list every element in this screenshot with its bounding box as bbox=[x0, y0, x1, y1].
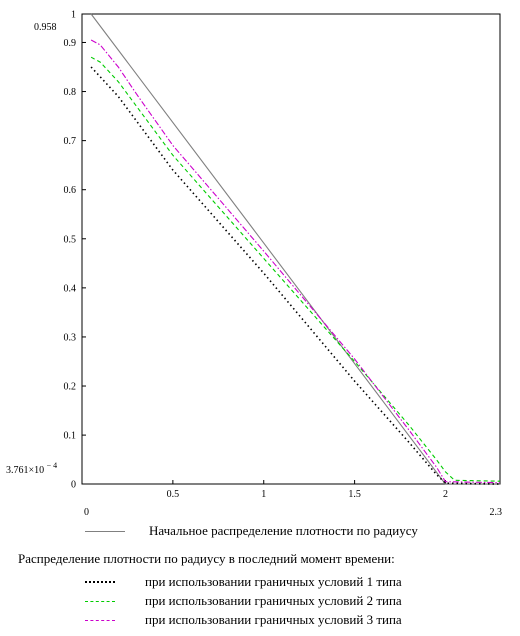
legend-item-initial: Начальное распределение плотности по рад… bbox=[85, 522, 418, 540]
plot-frame bbox=[81, 13, 501, 485]
y-tick-label: 0.5 bbox=[64, 234, 77, 245]
x-tick-label: 1 bbox=[261, 489, 266, 500]
legend-swatch-initial bbox=[85, 530, 125, 532]
legend-final-heading: Распределение плотности по радиусу в пос… bbox=[18, 550, 395, 568]
series-line-3 bbox=[90, 56, 501, 482]
series-line-2 bbox=[90, 66, 501, 485]
legend-item-type2: при использовании граничных условий 2 ти… bbox=[85, 592, 402, 610]
y-min-label: 3.761×10 − 4 bbox=[6, 461, 57, 476]
legend-label-initial: Начальное распределение плотности по рад… bbox=[149, 523, 418, 538]
x-max-label: 2.3 bbox=[490, 507, 503, 518]
y-tick-label: 0.3 bbox=[64, 332, 77, 343]
y-tick-label: 0.1 bbox=[64, 431, 77, 442]
legend-swatch-type1 bbox=[85, 581, 115, 583]
y-tick-label: 0.6 bbox=[64, 185, 77, 196]
y-tick-label: 0.2 bbox=[64, 382, 77, 393]
y-tick-label: 1 bbox=[71, 10, 76, 21]
y-min-mantissa: 3.761×10 bbox=[6, 465, 44, 476]
x-tick-label: 2 bbox=[443, 489, 448, 500]
legend-label-type2: при использовании граничных условий 2 ти… bbox=[145, 593, 402, 608]
legend-item-type1: при использовании граничных условий 1 ти… bbox=[85, 573, 402, 591]
x-tick-label: 1.5 bbox=[348, 489, 361, 500]
series-line-4 bbox=[90, 39, 501, 484]
density-chart: 0.1 0.2 0.3 0.4 0.5 0.6 0.7 0.8 0.9 1 0 0.5 1 1.5 2 0… bbox=[6, 10, 503, 519]
legend-label-type3: при использовании граничных условий 3 ти… bbox=[145, 612, 402, 627]
x-min-label: 0 bbox=[84, 507, 89, 518]
y-axis-ticks: 0.1 0.2 0.3 0.4 0.5 0.6 0.7 0.8 0.9 1 0 bbox=[64, 10, 86, 491]
y-tick-label: 0 bbox=[71, 480, 76, 491]
x-tick-label: 0.5 bbox=[167, 489, 180, 500]
legend-swatch-type3 bbox=[85, 619, 115, 621]
y-tick-label: 0.8 bbox=[64, 87, 77, 98]
series-line-1 bbox=[90, 13, 500, 485]
y-max-label: 0.958 bbox=[34, 22, 57, 33]
legend-swatch-type2 bbox=[85, 600, 115, 602]
y-tick-label: 0.4 bbox=[64, 283, 77, 294]
y-min-exponent: − 4 bbox=[47, 461, 58, 470]
x-axis-ticks: 0.5 1 1.5 2 bbox=[167, 480, 448, 500]
y-tick-label: 0.7 bbox=[64, 136, 77, 147]
legend-label-type1: при использовании граничных условий 1 ти… bbox=[145, 574, 402, 589]
legend-item-type3: при использовании граничных условий 3 ти… bbox=[85, 611, 402, 629]
y-tick-label: 0.9 bbox=[64, 38, 77, 49]
series-layer bbox=[90, 13, 501, 485]
legend-heading-text: Распределение плотности по радиусу в пос… bbox=[18, 551, 395, 566]
